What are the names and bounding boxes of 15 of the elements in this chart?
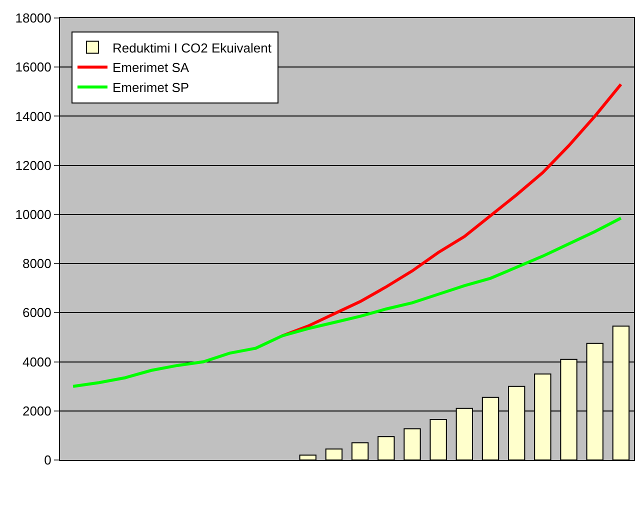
- y-tick-label: 6000: [22, 305, 52, 320]
- legend-label: Reduktimi I CO2 Ekuivalent: [112, 40, 272, 56]
- y-tick-label: 8000: [22, 256, 52, 272]
- y-tick-label: 16000: [15, 60, 52, 75]
- y-tick-label: 0: [44, 452, 52, 468]
- y-tick-label: 4000: [22, 354, 52, 370]
- line-series: [72, 216, 622, 388]
- legend-label: Emerimet SP: [112, 80, 190, 96]
- y-tick-label: 2000: [22, 403, 52, 418]
- legend-label: Emerimet SA: [112, 60, 190, 76]
- line-series: [280, 82, 622, 338]
- y-tick-label: 12000: [15, 158, 52, 173]
- y-tick-label: 14000: [15, 108, 52, 124]
- y-tick-label: 18000: [15, 10, 52, 26]
- y-tick-label: 10000: [15, 206, 52, 222]
